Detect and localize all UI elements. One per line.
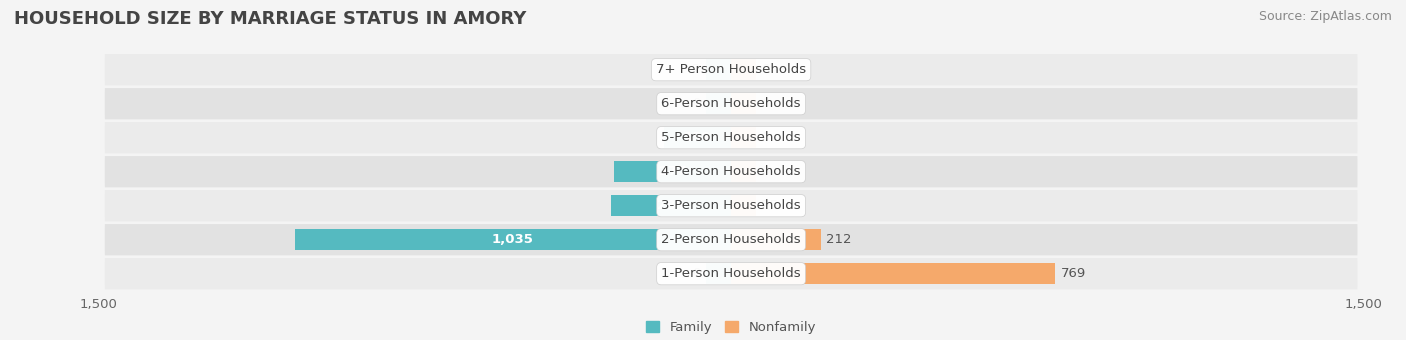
Text: 769: 769	[1060, 267, 1085, 280]
Bar	[731, 59, 756, 80]
Text: 1-Person Households: 1-Person Households	[661, 267, 801, 280]
Bar	[731, 161, 756, 182]
Bar	[706, 263, 731, 284]
FancyBboxPatch shape	[104, 190, 1358, 221]
Text: 3-Person Households: 3-Person Households	[661, 199, 801, 212]
Text: 2: 2	[692, 63, 700, 76]
Text: 0: 0	[762, 165, 770, 178]
Text: 159: 159	[683, 131, 711, 144]
Bar	[706, 93, 731, 114]
Text: 0: 0	[762, 63, 770, 76]
FancyBboxPatch shape	[104, 224, 1358, 255]
Text: Source: ZipAtlas.com: Source: ZipAtlas.com	[1258, 10, 1392, 23]
Bar	[610, 195, 731, 216]
Text: 0: 0	[762, 97, 770, 110]
Text: 6-Person Households: 6-Person Households	[661, 97, 801, 110]
Bar	[706, 59, 731, 80]
Bar	[731, 195, 756, 216]
Text: 0: 0	[692, 267, 700, 280]
Bar	[731, 229, 821, 250]
Bar	[731, 263, 1056, 284]
FancyBboxPatch shape	[104, 156, 1358, 187]
FancyBboxPatch shape	[104, 258, 1358, 289]
Text: 285: 285	[657, 199, 685, 212]
Bar	[614, 161, 731, 182]
Text: 4-Person Households: 4-Person Households	[661, 165, 801, 178]
Bar	[731, 93, 756, 114]
FancyBboxPatch shape	[104, 122, 1358, 153]
Text: 277: 277	[659, 165, 686, 178]
FancyBboxPatch shape	[104, 88, 1358, 119]
Legend: Family, Nonfamily: Family, Nonfamily	[640, 315, 823, 339]
Text: 0: 0	[762, 131, 770, 144]
Text: 212: 212	[825, 233, 851, 246]
Text: 0: 0	[692, 97, 700, 110]
Text: 5-Person Households: 5-Person Households	[661, 131, 801, 144]
Text: HOUSEHOLD SIZE BY MARRIAGE STATUS IN AMORY: HOUSEHOLD SIZE BY MARRIAGE STATUS IN AMO…	[14, 10, 526, 28]
Text: 25: 25	[762, 199, 779, 212]
Bar	[731, 127, 756, 148]
FancyBboxPatch shape	[104, 54, 1358, 85]
Text: 2-Person Households: 2-Person Households	[661, 233, 801, 246]
Text: 1,035: 1,035	[492, 233, 534, 246]
Bar	[664, 127, 731, 148]
Text: 7+ Person Households: 7+ Person Households	[657, 63, 806, 76]
Bar	[295, 229, 731, 250]
